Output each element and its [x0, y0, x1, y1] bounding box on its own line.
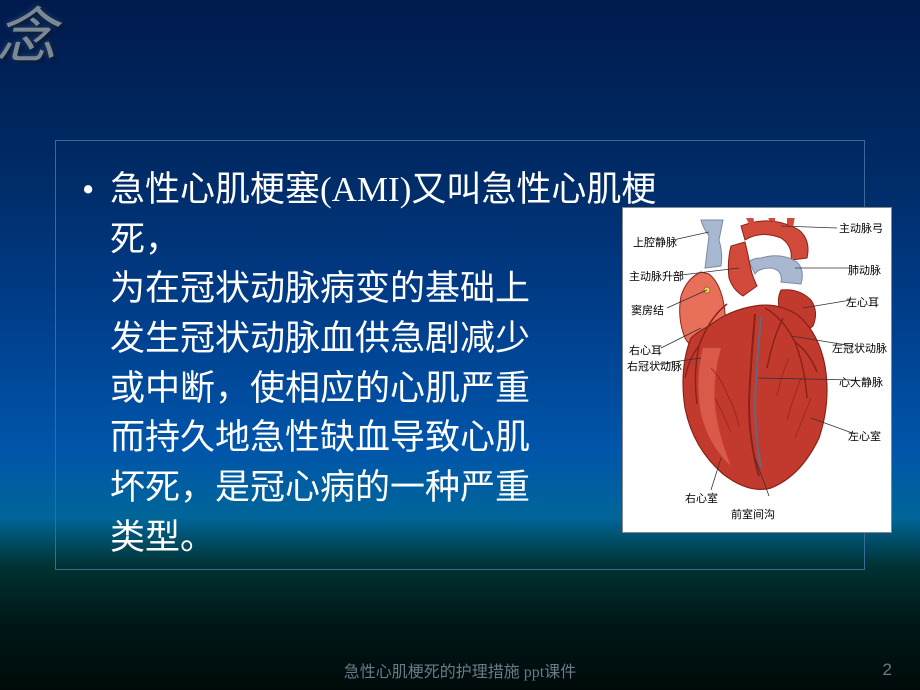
label-pulmonary-artery: 肺动脉 [848, 262, 881, 278]
body-rest: 为在冠状动脉病变的基础上 发生冠状动脉血供急剧减少 或中断，使相应的心肌严重 而… [110, 269, 530, 556]
slide-title-fragment: 念 [0, 0, 58, 75]
body-line1: 急性心肌梗塞(AMI)又叫急性心肌梗死， [110, 170, 656, 259]
label-right-coronary: 右冠状动脉 [627, 358, 682, 374]
page-number: 2 [883, 660, 892, 680]
label-right-ventricle: 右心室 [685, 490, 718, 506]
label-right-auricle: 右心耳 [629, 342, 662, 358]
bullet-marker: • [82, 165, 110, 215]
slide-footer: 急性心肌梗死的护理措施 ppt课件 [344, 658, 576, 682]
body-text-block: •急性心肌梗塞(AMI)又叫急性心肌梗死， 为在冠状动脉病变的基础上 发生冠状动脉… [82, 165, 682, 563]
label-left-coronary: 左冠状动脉 [832, 340, 887, 356]
label-aortic-arch: 主动脉弓 [839, 220, 883, 236]
label-great-cardiac-vein: 心大静脉 [839, 374, 883, 390]
label-ascending-aorta: 主动脉升部 [629, 268, 684, 284]
heart-anatomy-figure: 上腔静脉 主动脉弓 肺动脉 主动脉升部 左心耳 窦房结 右心耳 左冠状动脉 右冠… [622, 207, 892, 533]
label-left-ventricle: 左心室 [848, 428, 881, 444]
body-text: 急性心肌梗塞(AMI)又叫急性心肌梗死， 为在冠状动脉病变的基础上 发生冠状动脉血… [110, 165, 670, 563]
label-left-auricle: 左心耳 [846, 294, 879, 310]
label-sa-node: 窦房结 [631, 302, 664, 318]
label-svc: 上腔静脉 [633, 234, 677, 250]
label-anterior-sulcus: 前室间沟 [731, 506, 775, 522]
